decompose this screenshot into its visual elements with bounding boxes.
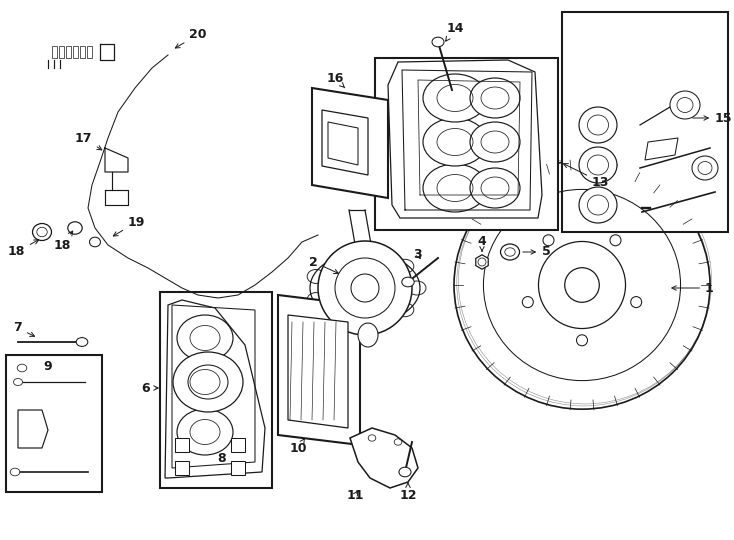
Ellipse shape	[177, 409, 233, 455]
Ellipse shape	[543, 235, 554, 246]
Ellipse shape	[454, 161, 710, 409]
Ellipse shape	[631, 296, 642, 308]
Ellipse shape	[579, 187, 617, 223]
Ellipse shape	[76, 338, 88, 346]
Ellipse shape	[501, 244, 520, 260]
Text: 1: 1	[672, 281, 713, 294]
Ellipse shape	[470, 78, 520, 118]
Ellipse shape	[396, 259, 414, 273]
Ellipse shape	[579, 107, 617, 143]
Bar	[59, 46, 64, 58]
Text: 5: 5	[523, 246, 550, 259]
Ellipse shape	[351, 274, 379, 302]
Ellipse shape	[177, 315, 233, 361]
Ellipse shape	[365, 314, 383, 328]
Ellipse shape	[408, 281, 426, 295]
Ellipse shape	[399, 467, 411, 477]
Polygon shape	[278, 295, 360, 445]
Ellipse shape	[470, 168, 520, 208]
Polygon shape	[645, 138, 678, 160]
Ellipse shape	[470, 122, 520, 162]
Text: 16: 16	[327, 72, 345, 88]
Polygon shape	[288, 315, 348, 428]
Ellipse shape	[576, 335, 587, 346]
Ellipse shape	[307, 293, 325, 307]
Bar	[73, 46, 78, 58]
Ellipse shape	[423, 164, 487, 212]
Polygon shape	[322, 110, 368, 175]
Ellipse shape	[307, 269, 325, 284]
Text: 8: 8	[218, 451, 226, 464]
Text: 3: 3	[414, 248, 422, 261]
Ellipse shape	[318, 241, 412, 335]
Text: 2: 2	[309, 255, 338, 274]
Bar	[87, 46, 92, 58]
Text: 10: 10	[289, 439, 307, 455]
Ellipse shape	[330, 310, 348, 325]
Text: 19: 19	[113, 215, 145, 236]
Text: 20: 20	[175, 28, 207, 48]
Text: 14: 14	[446, 22, 464, 41]
Polygon shape	[165, 300, 265, 478]
Ellipse shape	[564, 268, 599, 302]
Ellipse shape	[610, 235, 621, 246]
Text: 13: 13	[564, 164, 609, 188]
Text: 4: 4	[478, 235, 487, 251]
Polygon shape	[231, 461, 245, 475]
Ellipse shape	[692, 156, 718, 180]
Polygon shape	[18, 410, 48, 448]
Text: 6: 6	[142, 381, 158, 395]
Ellipse shape	[670, 91, 700, 119]
Ellipse shape	[396, 303, 414, 317]
Ellipse shape	[401, 277, 414, 287]
Ellipse shape	[330, 252, 348, 266]
Ellipse shape	[423, 74, 487, 122]
Polygon shape	[388, 60, 542, 218]
Polygon shape	[231, 438, 245, 452]
Ellipse shape	[423, 118, 487, 166]
Ellipse shape	[68, 222, 82, 234]
Ellipse shape	[90, 237, 101, 247]
Text: 18: 18	[54, 231, 73, 252]
Bar	[80, 46, 85, 58]
Ellipse shape	[32, 224, 51, 240]
Bar	[375, 58, 558, 230]
Polygon shape	[312, 88, 388, 198]
Bar	[160, 292, 272, 488]
Ellipse shape	[358, 323, 378, 347]
Polygon shape	[476, 255, 488, 269]
Text: 18: 18	[7, 240, 39, 259]
Polygon shape	[175, 438, 189, 452]
Text: 7: 7	[13, 321, 34, 336]
Ellipse shape	[539, 241, 625, 328]
Text: 12: 12	[399, 483, 417, 502]
Ellipse shape	[365, 248, 383, 262]
Ellipse shape	[579, 147, 617, 183]
Ellipse shape	[13, 379, 23, 386]
Bar	[52, 46, 57, 58]
Bar	[562, 12, 728, 232]
Text: 15: 15	[693, 111, 733, 125]
Ellipse shape	[173, 352, 243, 412]
Ellipse shape	[523, 296, 534, 308]
Text: 17: 17	[74, 132, 102, 150]
Polygon shape	[175, 461, 189, 475]
Polygon shape	[350, 428, 418, 488]
Ellipse shape	[10, 468, 20, 476]
Text: 9: 9	[44, 360, 52, 373]
Bar	[66, 46, 71, 58]
Bar	[6, 355, 102, 492]
Text: 11: 11	[346, 489, 364, 502]
Ellipse shape	[432, 37, 444, 47]
Ellipse shape	[177, 359, 233, 405]
